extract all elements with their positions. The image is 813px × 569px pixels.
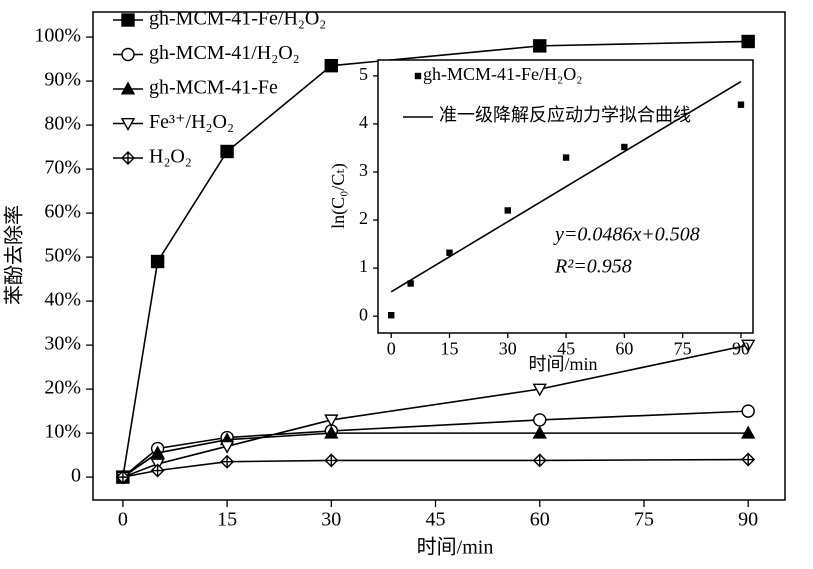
marker: [115, 470, 130, 485]
marker: [150, 254, 165, 269]
annotation: y=0.0486x+0.508: [553, 224, 700, 246]
legend-marker: [414, 72, 422, 80]
x-tick-label: 30: [321, 509, 341, 531]
y-tick-label: 70%: [44, 157, 81, 179]
x-tick-label: 0: [387, 339, 396, 359]
legend-marker: [121, 13, 135, 27]
marker: [150, 463, 165, 478]
marker: [741, 34, 755, 49]
y-tick-label: 2: [359, 208, 368, 228]
marker: [532, 453, 547, 468]
y-tick-label: 5: [359, 64, 368, 84]
marker: [504, 207, 511, 214]
y-tick-label: 50%: [44, 245, 81, 267]
series-line: [122, 410, 749, 478]
x-tick-label: 15: [217, 509, 237, 531]
plot-frame: [377, 59, 754, 334]
x-axis-label: 时间/min: [417, 536, 494, 559]
legend-marker: [121, 151, 135, 165]
x-tick-label: 60: [615, 339, 633, 359]
marker: [737, 101, 745, 108]
y-tick-label: 3: [359, 160, 368, 180]
marker: [324, 425, 339, 439]
marker: [621, 143, 628, 151]
x-tick-label: 90: [732, 339, 750, 359]
annotation: R²=0.958: [554, 256, 632, 278]
marker: [741, 452, 756, 467]
marker: [219, 440, 235, 454]
marker: [533, 39, 547, 53]
x-tick-label: 30: [499, 339, 517, 359]
y-tick-label: 0: [71, 465, 81, 487]
y-axis-label: ln(C₀/Cₜ): [328, 163, 349, 229]
y-tick-label: 0: [359, 304, 368, 324]
y-tick-label: 40%: [44, 289, 81, 311]
marker: [324, 453, 339, 468]
marker: [562, 154, 570, 161]
legend-label: 准一级降解反应动力学拟合曲线: [439, 105, 691, 125]
y-tick-label: 1: [359, 256, 368, 276]
y-tick-label: 100%: [34, 25, 81, 47]
marker: [741, 404, 755, 418]
legend-label: Fe³⁺/H₂O₂: [149, 111, 234, 133]
marker: [220, 454, 235, 469]
x-tick-label: 15: [441, 339, 459, 359]
marker: [150, 445, 165, 459]
x-tick-label: 45: [557, 339, 575, 359]
marker: [220, 144, 234, 159]
x-tick-label: 60: [530, 509, 550, 531]
x-tick-label: 0: [118, 509, 128, 531]
series-line: [122, 40, 749, 478]
series-line: [122, 344, 749, 478]
marker: [740, 425, 756, 439]
y-tick-label: 10%: [44, 421, 81, 443]
marker: [446, 249, 453, 256]
y-axis-label: 苯酚去除率: [3, 205, 26, 305]
x-axis-label: 时间/min: [528, 354, 597, 374]
x-tick-label: 90: [738, 509, 758, 531]
marker: [324, 58, 339, 73]
y-tick-label: 60%: [44, 201, 81, 223]
series-line: [390, 80, 742, 293]
series-line: [122, 458, 749, 478]
plot-frame: [92, 11, 786, 501]
legend-marker: [120, 117, 136, 131]
legend-label: gh-MCM-41-Fe/H₂O₂: [149, 8, 326, 30]
marker: [533, 413, 547, 427]
marker: [740, 339, 756, 353]
legend-marker: [121, 47, 135, 62]
marker: [324, 414, 339, 428]
marker: [532, 383, 547, 397]
x-tick-label: 75: [674, 339, 692, 359]
y-tick-label: 4: [359, 112, 368, 132]
marker: [388, 312, 395, 319]
legend-label: H₂O₂: [149, 146, 192, 168]
legend-label: gh-MCM-41-Fe: [149, 77, 278, 99]
y-tick-label: 20%: [44, 377, 81, 399]
y-tick-label: 90%: [44, 69, 81, 91]
legend-label: gh-MCM-41/H₂O₂: [149, 42, 300, 64]
legend-label: gh-MCM-41-Fe/H₂O₂: [423, 64, 583, 84]
legend-marker: [120, 81, 136, 95]
marker: [532, 425, 547, 439]
y-tick-label: 30%: [44, 333, 81, 355]
y-tick-label: 80%: [44, 113, 81, 135]
x-tick-label: 45: [426, 509, 446, 531]
x-tick-label: 75: [634, 509, 654, 531]
